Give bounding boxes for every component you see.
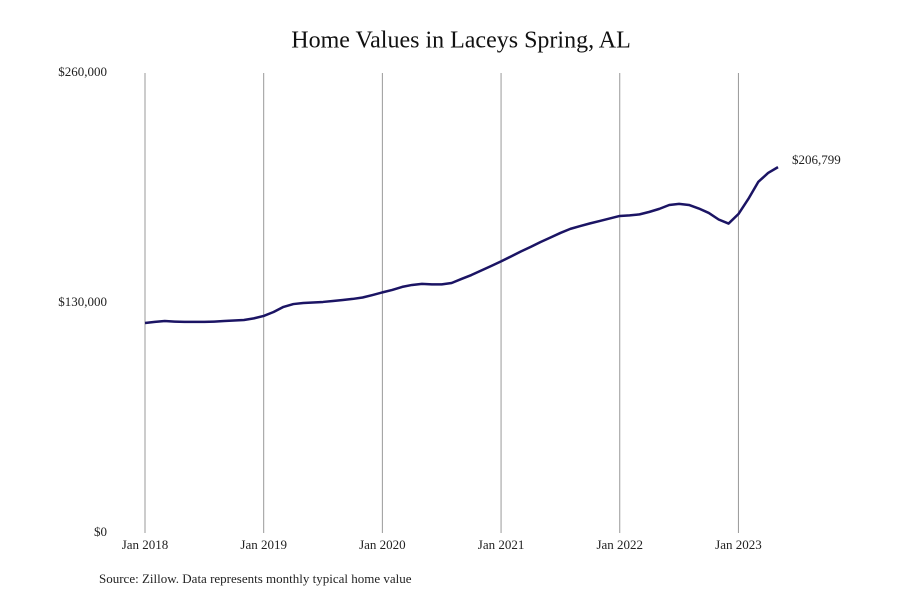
x-tick-label: Jan 2022 xyxy=(596,537,643,552)
y-tick-label: $130,000 xyxy=(58,294,107,309)
chart-title: Home Values in Laceys Spring, AL xyxy=(291,28,631,54)
source-note: Source: Zillow. Data represents monthly … xyxy=(99,571,412,586)
y-tick-label: $0 xyxy=(94,524,107,539)
value-label: $206,799 xyxy=(792,152,841,167)
y-tick-label: $260,000 xyxy=(58,64,107,79)
x-tick-label: Jan 2018 xyxy=(122,537,169,552)
line xyxy=(144,166,779,325)
x-tick-label: Jan 2021 xyxy=(478,537,525,552)
x-tick-label: Jan 2020 xyxy=(359,537,406,552)
x-tick-label: Jan 2019 xyxy=(240,537,287,552)
x-tick-label: Jan 2023 xyxy=(715,537,762,552)
